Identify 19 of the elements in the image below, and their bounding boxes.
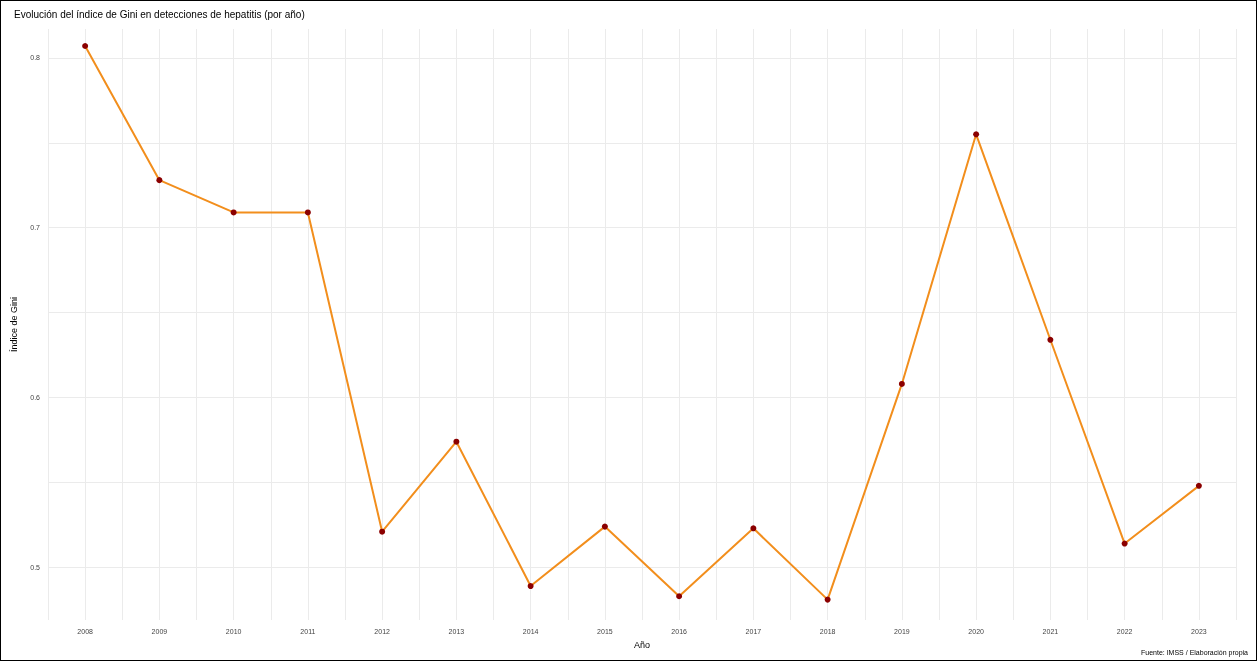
- point: [453, 438, 460, 445]
- point: [527, 583, 534, 590]
- point: [750, 525, 757, 532]
- point: [676, 593, 683, 600]
- point: [156, 177, 163, 184]
- y-axis-title: Índice de Gini: [8, 296, 19, 353]
- x-axis-title: Año: [633, 639, 651, 650]
- chart-title: Evolución del índice de Gini en detecciones de hepatitis (por año): [14, 8, 305, 20]
- point: [1195, 482, 1202, 489]
- point: [601, 523, 608, 530]
- point: [898, 380, 905, 387]
- point: [973, 131, 980, 138]
- point: [1047, 336, 1054, 343]
- point: [82, 42, 89, 49]
- point: [1121, 540, 1128, 547]
- point: [230, 209, 237, 216]
- point: [304, 209, 311, 216]
- point: [379, 528, 386, 535]
- point: [824, 596, 831, 603]
